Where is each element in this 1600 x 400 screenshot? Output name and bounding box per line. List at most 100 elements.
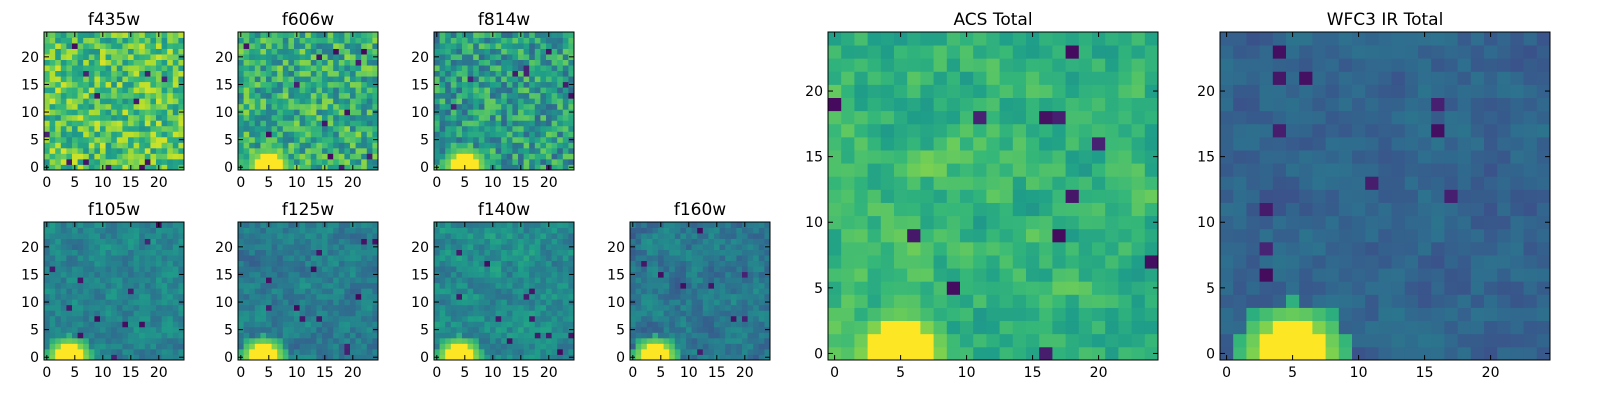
heatmap-cell [156, 103, 162, 110]
heatmap-cell [562, 81, 569, 88]
heatmap-cell [462, 147, 468, 154]
heatmap-cell [83, 310, 90, 317]
heatmap-cell [150, 227, 157, 234]
heatmap-cell [299, 92, 306, 99]
heatmap-cell [100, 103, 106, 110]
heatmap-cell [551, 282, 558, 289]
heatmap-cell [60, 315, 67, 322]
heatmap-cell [350, 255, 356, 262]
heatmap-cell [529, 293, 536, 300]
heatmap-cell [94, 227, 101, 234]
heatmap-cell [305, 76, 312, 83]
heatmap-cell [316, 136, 323, 143]
heatmap-cell [310, 125, 317, 132]
heatmap-cell [506, 238, 513, 245]
heatmap-cell [456, 310, 463, 317]
heatmap-cell [534, 310, 541, 317]
heatmap-cell [338, 103, 345, 110]
heatmap-cell [663, 332, 670, 339]
heatmap-cell [960, 189, 974, 203]
heatmap-cell [305, 125, 312, 132]
heatmap-cell [702, 282, 709, 289]
heatmap-cell [167, 142, 174, 149]
heatmap-cell [880, 241, 895, 256]
heatmap-cell [150, 54, 157, 60]
heatmap-cell [294, 244, 300, 250]
heatmap-cell [271, 354, 278, 361]
heatmap-cell [562, 321, 569, 328]
heatmap-cell [1039, 307, 1053, 322]
heatmap-cell [719, 293, 726, 300]
heatmap-cell [697, 343, 704, 350]
heatmap-cell [294, 48, 300, 55]
heatmap-cell [161, 54, 168, 60]
heatmap-cell [658, 282, 664, 289]
heatmap-cell [254, 103, 261, 110]
heatmap-cell [361, 48, 368, 55]
heatmap-cell [294, 233, 300, 239]
heatmap-cell [100, 233, 106, 239]
heatmap-cell [366, 315, 373, 322]
heatmap-cell [506, 59, 513, 66]
heatmap-cell [350, 271, 356, 278]
heatmap-cell [450, 131, 457, 138]
heatmap-cell [338, 147, 345, 154]
heatmap-cell [523, 43, 530, 49]
heatmap-cell [133, 48, 140, 55]
heatmap-cell [478, 131, 485, 138]
heatmap-cell [122, 282, 129, 289]
heatmap-cell [946, 294, 961, 308]
heatmap-cell [652, 271, 659, 278]
heatmap-cell [178, 304, 185, 311]
heatmap-cell [133, 164, 140, 171]
heatmap-cell [167, 282, 174, 289]
heatmap-cell [150, 65, 157, 72]
heatmap-cell [310, 59, 317, 66]
heatmap-cell [462, 48, 468, 55]
heatmap-cell [254, 288, 261, 295]
heatmap-cell [747, 337, 754, 344]
heatmap-cell [355, 282, 362, 289]
heatmap-cell [344, 125, 351, 132]
heatmap-cell [355, 293, 362, 300]
heatmap-cell [534, 326, 541, 333]
heatmap-cell [66, 32, 73, 38]
heatmap-cell [254, 54, 261, 60]
heatmap-cell [1131, 320, 1146, 335]
heatmap-cell [355, 65, 362, 72]
heatmap-cell [551, 54, 558, 60]
heatmap-cell [260, 233, 267, 239]
heatmap-cell [1065, 333, 1080, 348]
heatmap-cell [753, 304, 760, 311]
x-tick-label: 5 [264, 175, 273, 191]
heatmap-cell [88, 103, 95, 110]
heatmap-cell [294, 310, 300, 317]
heatmap-cell [249, 343, 256, 350]
heatmap-cell [753, 260, 760, 267]
heatmap-cell [254, 65, 261, 72]
heatmap-cell [156, 114, 162, 121]
heatmap-cell [254, 48, 261, 55]
heatmap-cell [150, 142, 157, 149]
heatmap-cell [355, 244, 362, 250]
heatmap-cell [557, 59, 564, 66]
heatmap-cell [736, 244, 743, 250]
heatmap-cell [355, 255, 362, 262]
heatmap-cell [450, 304, 457, 311]
heatmap-cell [725, 282, 732, 289]
heatmap-cell [1065, 268, 1080, 282]
heatmap-cell [529, 98, 536, 105]
heatmap-cell [439, 81, 446, 88]
heatmap-cell [299, 337, 306, 344]
heatmap-cell [322, 43, 328, 49]
heatmap-cell [266, 142, 272, 149]
heatmap-cell [523, 238, 530, 245]
heatmap-cell [540, 120, 547, 127]
heatmap-cell [77, 260, 84, 267]
heatmap-cell [742, 299, 748, 306]
heatmap-cell [105, 293, 112, 300]
heatmap-cell [266, 310, 272, 317]
heatmap-cell [1052, 281, 1066, 295]
heatmap-cell [501, 87, 508, 94]
heatmap-cell [450, 282, 457, 289]
